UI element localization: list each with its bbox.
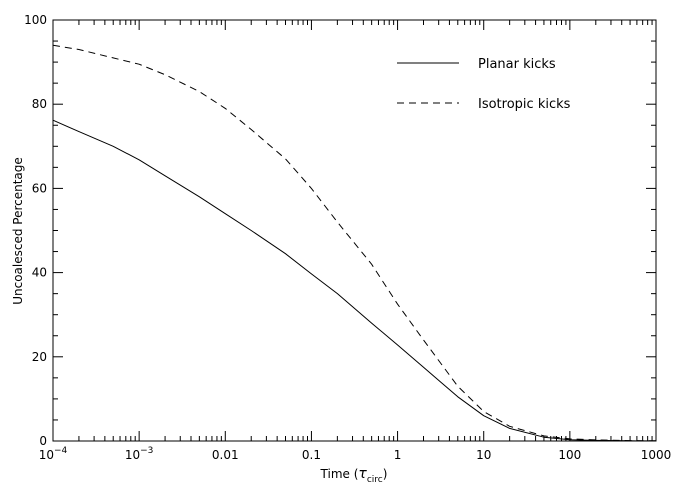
legend-label-isotropic-kicks: Isotropic kicks [478, 97, 571, 112]
x-tick-label: 1000 [641, 448, 672, 462]
legend-label-planar-kicks: Planar kicks [478, 57, 556, 72]
x-tick-label: 0.1 [302, 448, 321, 462]
x-axis-label-close: ) [383, 467, 388, 481]
legend: Planar kicks Isotropic kicks [397, 57, 571, 112]
series-line-isotropic-kicks [52, 44, 657, 442]
ticks-layer: 10−4 10−3 0.01 0.1 1 10 100 1000 0 20 40 60 80 100 [24, 13, 671, 462]
x-axis-label-symbol: τ [358, 466, 367, 482]
y-tick-label: 100 [24, 13, 47, 27]
y-tick-label: 40 [32, 266, 47, 280]
y-tick-label: 20 [32, 350, 47, 364]
x-axis-label-subscript: circ [367, 475, 383, 485]
series-layer [52, 44, 657, 442]
x-tick-label: 10−4 [39, 446, 68, 462]
x-axis-label-main: Time ( [320, 467, 359, 481]
x-tick-label: 10−3 [125, 446, 154, 462]
y-tick-label: 0 [39, 434, 47, 448]
y-axis-label: Uncoalesced Percentage [11, 157, 25, 305]
plot-frame [52, 19, 657, 442]
x-tick-label: 100 [558, 448, 581, 462]
x-tick-label: 0.01 [212, 448, 239, 462]
y-tick-label: 80 [32, 97, 47, 111]
x-tick-label: 1 [394, 448, 402, 462]
y-tick-label: 60 [32, 181, 47, 195]
series-line-planar-kicks [52, 119, 657, 442]
x-tick-label: 10 [476, 448, 491, 462]
x-axis-label: Time (τcirc) [320, 466, 388, 485]
